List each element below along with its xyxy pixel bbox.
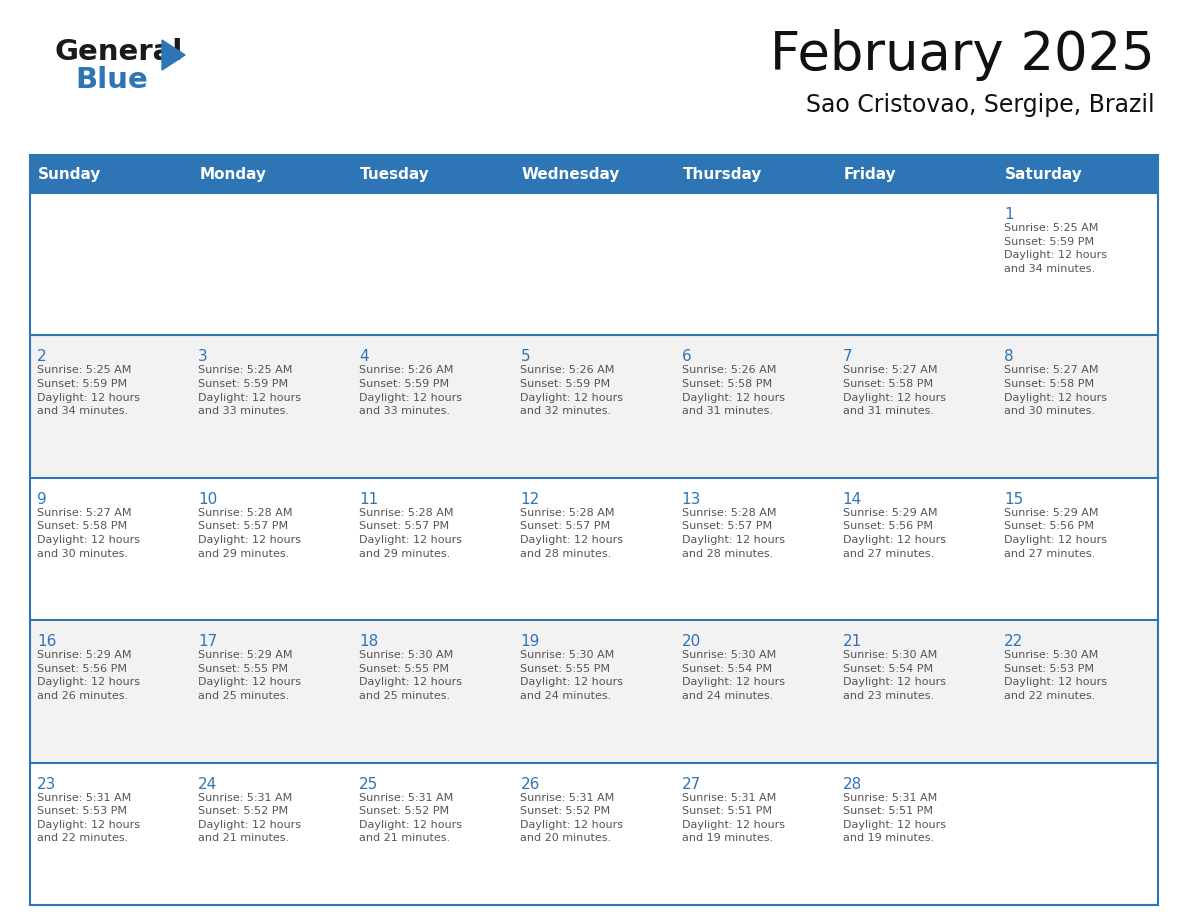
Bar bbox=[191, 155, 353, 193]
Text: Tuesday: Tuesday bbox=[360, 166, 430, 182]
Text: 26: 26 bbox=[520, 777, 539, 791]
Text: Wednesday: Wednesday bbox=[522, 166, 620, 182]
Text: Sunrise: 5:27 AM
Sunset: 5:58 PM
Daylight: 12 hours
and 30 minutes.: Sunrise: 5:27 AM Sunset: 5:58 PM Dayligh… bbox=[37, 508, 140, 558]
Text: 17: 17 bbox=[198, 634, 217, 649]
Text: Saturday: Saturday bbox=[1005, 166, 1082, 182]
Text: Sunrise: 5:31 AM
Sunset: 5:52 PM
Daylight: 12 hours
and 21 minutes.: Sunrise: 5:31 AM Sunset: 5:52 PM Dayligh… bbox=[198, 792, 301, 844]
Text: 15: 15 bbox=[1004, 492, 1023, 507]
Text: 27: 27 bbox=[682, 777, 701, 791]
Text: Sunrise: 5:27 AM
Sunset: 5:58 PM
Daylight: 12 hours
and 31 minutes.: Sunrise: 5:27 AM Sunset: 5:58 PM Dayligh… bbox=[842, 365, 946, 416]
Text: 28: 28 bbox=[842, 777, 862, 791]
Text: Thursday: Thursday bbox=[683, 166, 762, 182]
Text: Sunrise: 5:25 AM
Sunset: 5:59 PM
Daylight: 12 hours
and 34 minutes.: Sunrise: 5:25 AM Sunset: 5:59 PM Dayligh… bbox=[37, 365, 140, 416]
Text: 2: 2 bbox=[37, 350, 46, 364]
Bar bbox=[835, 155, 997, 193]
Text: 18: 18 bbox=[359, 634, 379, 649]
Text: 21: 21 bbox=[842, 634, 862, 649]
Text: Sunrise: 5:26 AM
Sunset: 5:58 PM
Daylight: 12 hours
and 31 minutes.: Sunrise: 5:26 AM Sunset: 5:58 PM Dayligh… bbox=[682, 365, 784, 416]
Bar bbox=[997, 155, 1158, 193]
Text: Sao Cristovao, Sergipe, Brazil: Sao Cristovao, Sergipe, Brazil bbox=[807, 93, 1155, 117]
Text: 19: 19 bbox=[520, 634, 539, 649]
Text: Sunrise: 5:31 AM
Sunset: 5:51 PM
Daylight: 12 hours
and 19 minutes.: Sunrise: 5:31 AM Sunset: 5:51 PM Dayligh… bbox=[842, 792, 946, 844]
Text: Sunrise: 5:31 AM
Sunset: 5:52 PM
Daylight: 12 hours
and 20 minutes.: Sunrise: 5:31 AM Sunset: 5:52 PM Dayligh… bbox=[520, 792, 624, 844]
Text: Sunrise: 5:30 AM
Sunset: 5:53 PM
Daylight: 12 hours
and 22 minutes.: Sunrise: 5:30 AM Sunset: 5:53 PM Dayligh… bbox=[1004, 650, 1107, 701]
Text: Sunrise: 5:27 AM
Sunset: 5:58 PM
Daylight: 12 hours
and 30 minutes.: Sunrise: 5:27 AM Sunset: 5:58 PM Dayligh… bbox=[1004, 365, 1107, 416]
Text: Sunrise: 5:26 AM
Sunset: 5:59 PM
Daylight: 12 hours
and 32 minutes.: Sunrise: 5:26 AM Sunset: 5:59 PM Dayligh… bbox=[520, 365, 624, 416]
Text: Sunrise: 5:31 AM
Sunset: 5:53 PM
Daylight: 12 hours
and 22 minutes.: Sunrise: 5:31 AM Sunset: 5:53 PM Dayligh… bbox=[37, 792, 140, 844]
Text: Sunday: Sunday bbox=[38, 166, 101, 182]
Text: 20: 20 bbox=[682, 634, 701, 649]
Text: 12: 12 bbox=[520, 492, 539, 507]
Bar bbox=[30, 621, 1158, 763]
Text: Sunrise: 5:31 AM
Sunset: 5:51 PM
Daylight: 12 hours
and 19 minutes.: Sunrise: 5:31 AM Sunset: 5:51 PM Dayligh… bbox=[682, 792, 784, 844]
Text: 5: 5 bbox=[520, 350, 530, 364]
Text: 3: 3 bbox=[198, 350, 208, 364]
Bar bbox=[30, 335, 1158, 477]
Text: February 2025: February 2025 bbox=[770, 29, 1155, 81]
Text: Sunrise: 5:28 AM
Sunset: 5:57 PM
Daylight: 12 hours
and 28 minutes.: Sunrise: 5:28 AM Sunset: 5:57 PM Dayligh… bbox=[520, 508, 624, 558]
Text: Sunrise: 5:30 AM
Sunset: 5:55 PM
Daylight: 12 hours
and 25 minutes.: Sunrise: 5:30 AM Sunset: 5:55 PM Dayligh… bbox=[359, 650, 462, 701]
Text: Sunrise: 5:28 AM
Sunset: 5:57 PM
Daylight: 12 hours
and 28 minutes.: Sunrise: 5:28 AM Sunset: 5:57 PM Dayligh… bbox=[682, 508, 784, 558]
Text: 10: 10 bbox=[198, 492, 217, 507]
Text: 13: 13 bbox=[682, 492, 701, 507]
Text: 16: 16 bbox=[37, 634, 56, 649]
Text: 11: 11 bbox=[359, 492, 379, 507]
Text: General: General bbox=[55, 38, 183, 66]
Text: Sunrise: 5:31 AM
Sunset: 5:52 PM
Daylight: 12 hours
and 21 minutes.: Sunrise: 5:31 AM Sunset: 5:52 PM Dayligh… bbox=[359, 792, 462, 844]
Bar bbox=[30, 155, 1158, 905]
Text: 1: 1 bbox=[1004, 207, 1013, 222]
Text: Sunrise: 5:29 AM
Sunset: 5:56 PM
Daylight: 12 hours
and 26 minutes.: Sunrise: 5:29 AM Sunset: 5:56 PM Dayligh… bbox=[37, 650, 140, 701]
Bar bbox=[30, 477, 1158, 621]
Text: Monday: Monday bbox=[200, 166, 266, 182]
Text: Sunrise: 5:30 AM
Sunset: 5:54 PM
Daylight: 12 hours
and 24 minutes.: Sunrise: 5:30 AM Sunset: 5:54 PM Dayligh… bbox=[682, 650, 784, 701]
Text: Sunrise: 5:25 AM
Sunset: 5:59 PM
Daylight: 12 hours
and 33 minutes.: Sunrise: 5:25 AM Sunset: 5:59 PM Dayligh… bbox=[198, 365, 301, 416]
Text: Blue: Blue bbox=[75, 66, 147, 94]
Text: 14: 14 bbox=[842, 492, 862, 507]
Bar bbox=[513, 155, 675, 193]
Text: 22: 22 bbox=[1004, 634, 1023, 649]
Text: 8: 8 bbox=[1004, 350, 1013, 364]
Text: 9: 9 bbox=[37, 492, 46, 507]
Bar bbox=[353, 155, 513, 193]
Text: Friday: Friday bbox=[843, 166, 896, 182]
Bar bbox=[675, 155, 835, 193]
Text: 4: 4 bbox=[359, 350, 369, 364]
Text: 6: 6 bbox=[682, 350, 691, 364]
Text: 7: 7 bbox=[842, 350, 852, 364]
Bar bbox=[30, 763, 1158, 905]
Bar bbox=[30, 193, 1158, 335]
Text: Sunrise: 5:30 AM
Sunset: 5:55 PM
Daylight: 12 hours
and 24 minutes.: Sunrise: 5:30 AM Sunset: 5:55 PM Dayligh… bbox=[520, 650, 624, 701]
Text: Sunrise: 5:29 AM
Sunset: 5:56 PM
Daylight: 12 hours
and 27 minutes.: Sunrise: 5:29 AM Sunset: 5:56 PM Dayligh… bbox=[1004, 508, 1107, 558]
Text: 23: 23 bbox=[37, 777, 56, 791]
Text: Sunrise: 5:29 AM
Sunset: 5:55 PM
Daylight: 12 hours
and 25 minutes.: Sunrise: 5:29 AM Sunset: 5:55 PM Dayligh… bbox=[198, 650, 301, 701]
Bar bbox=[30, 155, 191, 193]
Text: Sunrise: 5:25 AM
Sunset: 5:59 PM
Daylight: 12 hours
and 34 minutes.: Sunrise: 5:25 AM Sunset: 5:59 PM Dayligh… bbox=[1004, 223, 1107, 274]
Text: 24: 24 bbox=[198, 777, 217, 791]
Text: Sunrise: 5:26 AM
Sunset: 5:59 PM
Daylight: 12 hours
and 33 minutes.: Sunrise: 5:26 AM Sunset: 5:59 PM Dayligh… bbox=[359, 365, 462, 416]
Polygon shape bbox=[162, 40, 185, 70]
Text: Sunrise: 5:28 AM
Sunset: 5:57 PM
Daylight: 12 hours
and 29 minutes.: Sunrise: 5:28 AM Sunset: 5:57 PM Dayligh… bbox=[359, 508, 462, 558]
Text: 25: 25 bbox=[359, 777, 379, 791]
Text: Sunrise: 5:30 AM
Sunset: 5:54 PM
Daylight: 12 hours
and 23 minutes.: Sunrise: 5:30 AM Sunset: 5:54 PM Dayligh… bbox=[842, 650, 946, 701]
Text: Sunrise: 5:29 AM
Sunset: 5:56 PM
Daylight: 12 hours
and 27 minutes.: Sunrise: 5:29 AM Sunset: 5:56 PM Dayligh… bbox=[842, 508, 946, 558]
Text: Sunrise: 5:28 AM
Sunset: 5:57 PM
Daylight: 12 hours
and 29 minutes.: Sunrise: 5:28 AM Sunset: 5:57 PM Dayligh… bbox=[198, 508, 301, 558]
